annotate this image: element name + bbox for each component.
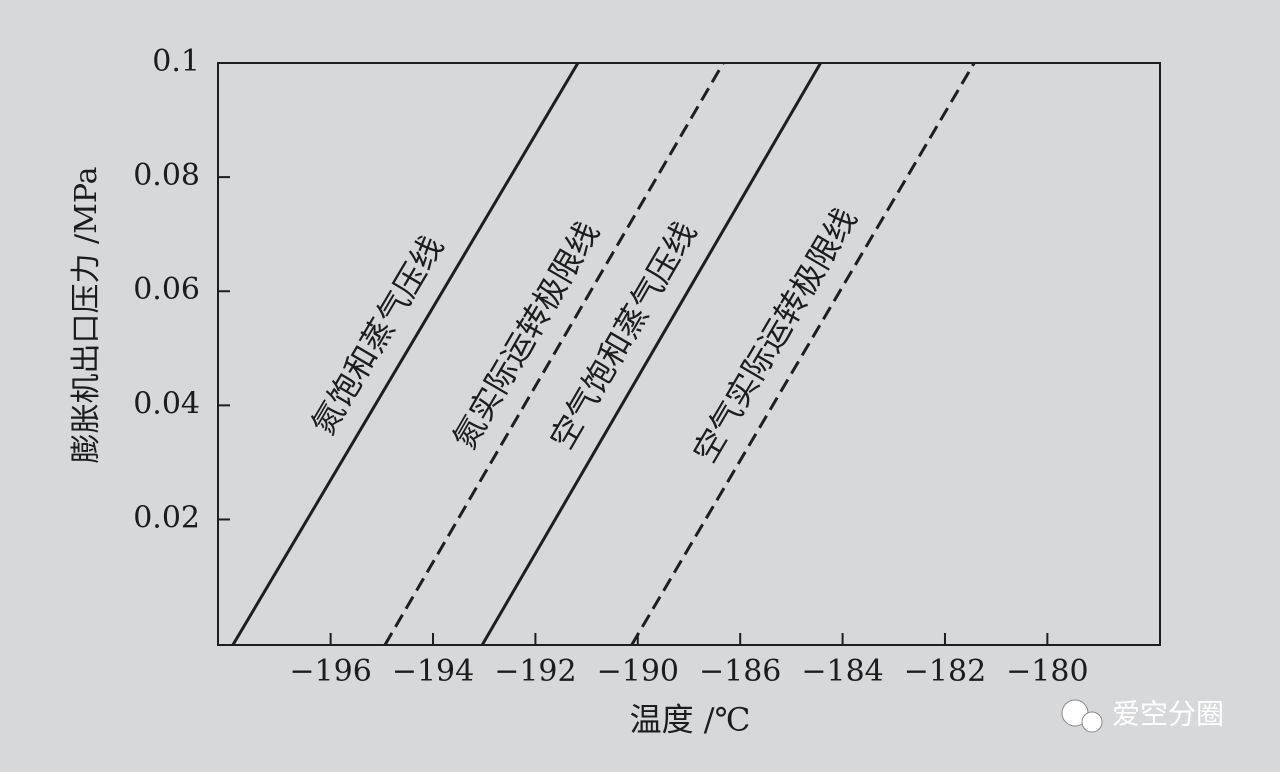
data-line — [480, 62, 822, 646]
data-line — [383, 62, 725, 646]
y-tick-label: 0.08 — [133, 158, 200, 193]
data-line — [630, 62, 976, 646]
x-axis-label: 温度 /℃ — [630, 701, 751, 739]
watermark-icon — [1081, 711, 1103, 733]
y-tick-label: 0.02 — [133, 500, 200, 535]
x-tick-label: −184 — [801, 654, 883, 689]
x-tick-label: −190 — [597, 654, 679, 689]
x-tick-label: −182 — [904, 654, 986, 689]
data-line — [231, 62, 580, 646]
x-tick-label: −192 — [494, 654, 576, 689]
x-tick-label: −186 — [699, 654, 781, 689]
y-axis-label: 膨胀机出口压力 /MPa — [69, 166, 104, 463]
watermark-text: 爱空分圈 — [1112, 698, 1224, 731]
x-tick-label: −194 — [392, 654, 474, 689]
line-label: 氮饱和蒸气压线 — [304, 229, 451, 441]
y-tick-label: 0.04 — [133, 386, 200, 421]
watermark: 爱空分圈 — [1061, 698, 1224, 733]
x-tick-label: −196 — [289, 654, 371, 689]
y-tick-label: 0.06 — [133, 272, 200, 307]
plot-frame — [217, 62, 1161, 646]
y-tick-label: 0.1 — [152, 44, 200, 79]
x-tick-label: −180 — [1006, 654, 1088, 689]
line-label: 空气实际运转极限线 — [686, 202, 865, 469]
